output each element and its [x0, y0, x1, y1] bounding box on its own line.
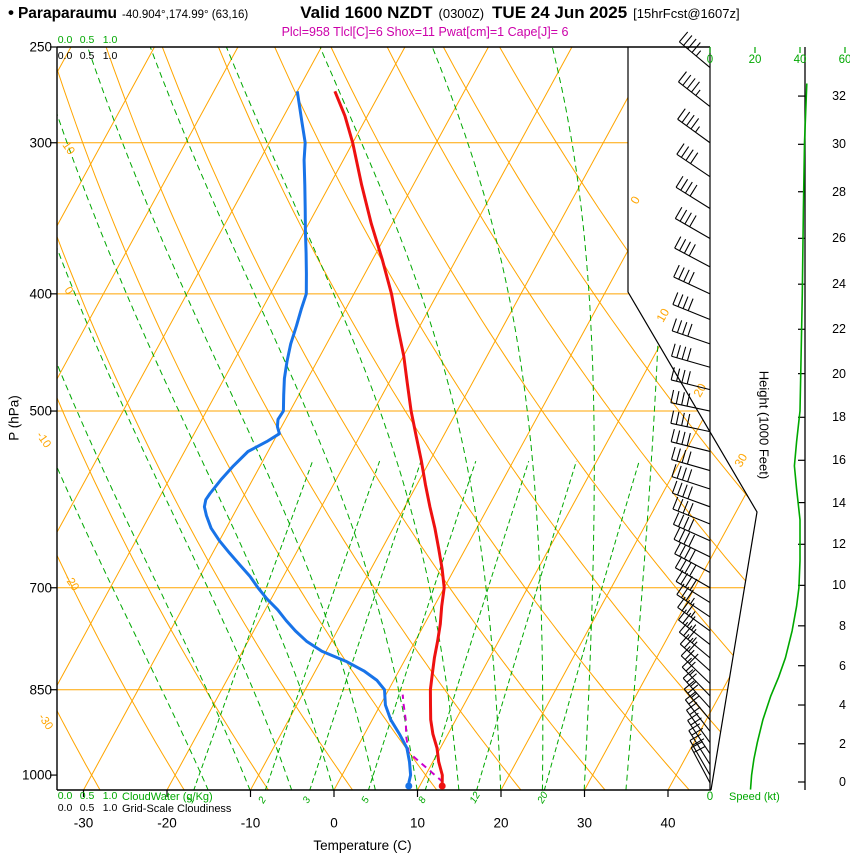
height-tick-label: 26 [832, 231, 846, 246]
temp-tick-label: -10 [240, 815, 261, 831]
svg-text:20: 20 [690, 381, 709, 400]
svg-text:12: 12 [468, 790, 483, 806]
wind-barbs [670, 31, 711, 790]
valid-date: TUE 24 Jun 2025 [492, 3, 628, 22]
svg-text:-10: -10 [34, 430, 53, 451]
cloudwater-scale-tick: 0.5 [79, 790, 95, 802]
svg-text:30: 30 [731, 451, 750, 470]
speed-tick-label: 20 [748, 54, 762, 66]
svg-text:2: 2 [256, 795, 269, 807]
speed-axis-title: Speed (kt) [729, 791, 780, 803]
pressure-tick-label: 500 [29, 403, 52, 419]
svg-text:8: 8 [417, 795, 430, 806]
height-tick-label: 30 [832, 137, 846, 152]
cloudiness-scale-tick: 0.0 [57, 50, 73, 62]
svg-text:0: 0 [627, 193, 643, 206]
pressure-axis-title: P (hPa) [6, 395, 22, 441]
valid-zulu: (0300Z) [438, 6, 485, 21]
cloudiness-scale-tick: 1.0 [102, 802, 118, 814]
sounding-parameters: Plcl=958 Tlcl[C]=6 Shox=11 Pwat[cm]=1 Ca… [281, 25, 569, 39]
height-tick-label: 6 [839, 658, 846, 673]
height-tick-label: 18 [832, 410, 846, 425]
temp-tick-label: -30 [73, 815, 94, 831]
height-tick-label: 32 [832, 89, 846, 104]
cloudiness-scale-tick: 0.5 [79, 50, 95, 62]
cloudiness-scale-title: Grid-Scale Cloudiness [122, 803, 232, 815]
height-tick-label: 4 [839, 698, 846, 712]
forecast-hour: [15hrFcst@1607z] [633, 6, 740, 21]
temp-tick-label: 40 [660, 815, 676, 831]
pressure-tick-label: 300 [29, 135, 52, 151]
cloudiness-scale-tick: 0.0 [57, 802, 73, 814]
pressure-tick-label: 400 [29, 286, 52, 302]
temp-tick-label: 0 [330, 815, 338, 831]
cloudwater-scale-tick: 1.0 [102, 34, 118, 46]
moisture-grid [57, 47, 663, 790]
pressure-tick-label: 850 [29, 682, 52, 698]
cloudwater-scale-tick: 0.5 [79, 34, 95, 46]
svg-text:20: 20 [535, 790, 551, 806]
temp-tick-label: 10 [409, 815, 426, 831]
svg-text:5: 5 [360, 795, 373, 806]
height-tick-label: 20 [832, 366, 846, 381]
pressure-tick-label: 1000 [21, 767, 52, 783]
svg-text:0: 0 [62, 285, 76, 297]
cloudiness-scale-tick: 1.0 [102, 50, 118, 62]
cloudwater-scale-tick: 1.0 [102, 790, 118, 802]
temp-tick-label: 30 [576, 815, 593, 831]
cloudwater-scale-title: CloudWater (g/Kg) [122, 791, 213, 803]
svg-text:1: 1 [185, 795, 197, 805]
skewt-grid [57, 47, 757, 790]
sounding-curves [202, 90, 446, 790]
svg-text:-30: -30 [36, 712, 55, 733]
temperature-axis-title: Temperature (C) [313, 838, 412, 853]
temp-tick-label: -20 [157, 815, 177, 831]
station-name: Paraparaumu [17, 5, 118, 22]
height-tick-label: 16 [832, 453, 846, 468]
pressure-tick-label: 700 [29, 580, 52, 596]
valid-time: Valid 1600 NZDT [300, 3, 433, 22]
svg-text:3: 3 [301, 795, 314, 806]
cloudwater-scale-tick: 0.0 [57, 790, 73, 802]
height-tick-label: 10 [832, 578, 846, 593]
height-axis-title: Height (1000 Feet) [756, 370, 772, 480]
height-axis [798, 47, 806, 790]
height-tick-label: 12 [832, 537, 846, 552]
wind-speed-profile [709, 47, 846, 790]
chart-title: • Paraparaumu -40.904°,174.99° (63,16) V… [8, 3, 740, 23]
speed-tick-label: 40 [793, 54, 807, 66]
height-tick-label: 28 [832, 184, 846, 199]
height-tick-label: 0 [839, 774, 846, 789]
height-tick-label: 8 [839, 618, 846, 633]
height-tick-label: 2 [839, 736, 846, 751]
svg-text:-20: -20 [62, 573, 81, 594]
speed-tick-label: 0 [706, 54, 714, 66]
cloudwater-scale-tick: 0.0 [57, 34, 73, 46]
height-tick-label: 24 [832, 277, 846, 292]
station-bullet: • [8, 3, 14, 22]
axes [50, 46, 758, 797]
temp-tick-label: 20 [493, 815, 509, 831]
pressure-tick-label: 250 [29, 39, 52, 55]
station-coords: -40.904°,174.99° (63,16) [122, 9, 249, 21]
cloudiness-scale-tick: 0.5 [79, 802, 95, 814]
speed-tick-label: 0 [706, 791, 714, 803]
height-tick-label: 22 [832, 322, 846, 337]
svg-text:10: 10 [653, 306, 672, 325]
height-tick-label: 14 [832, 495, 846, 510]
speed-tick-label: 60 [838, 54, 850, 66]
